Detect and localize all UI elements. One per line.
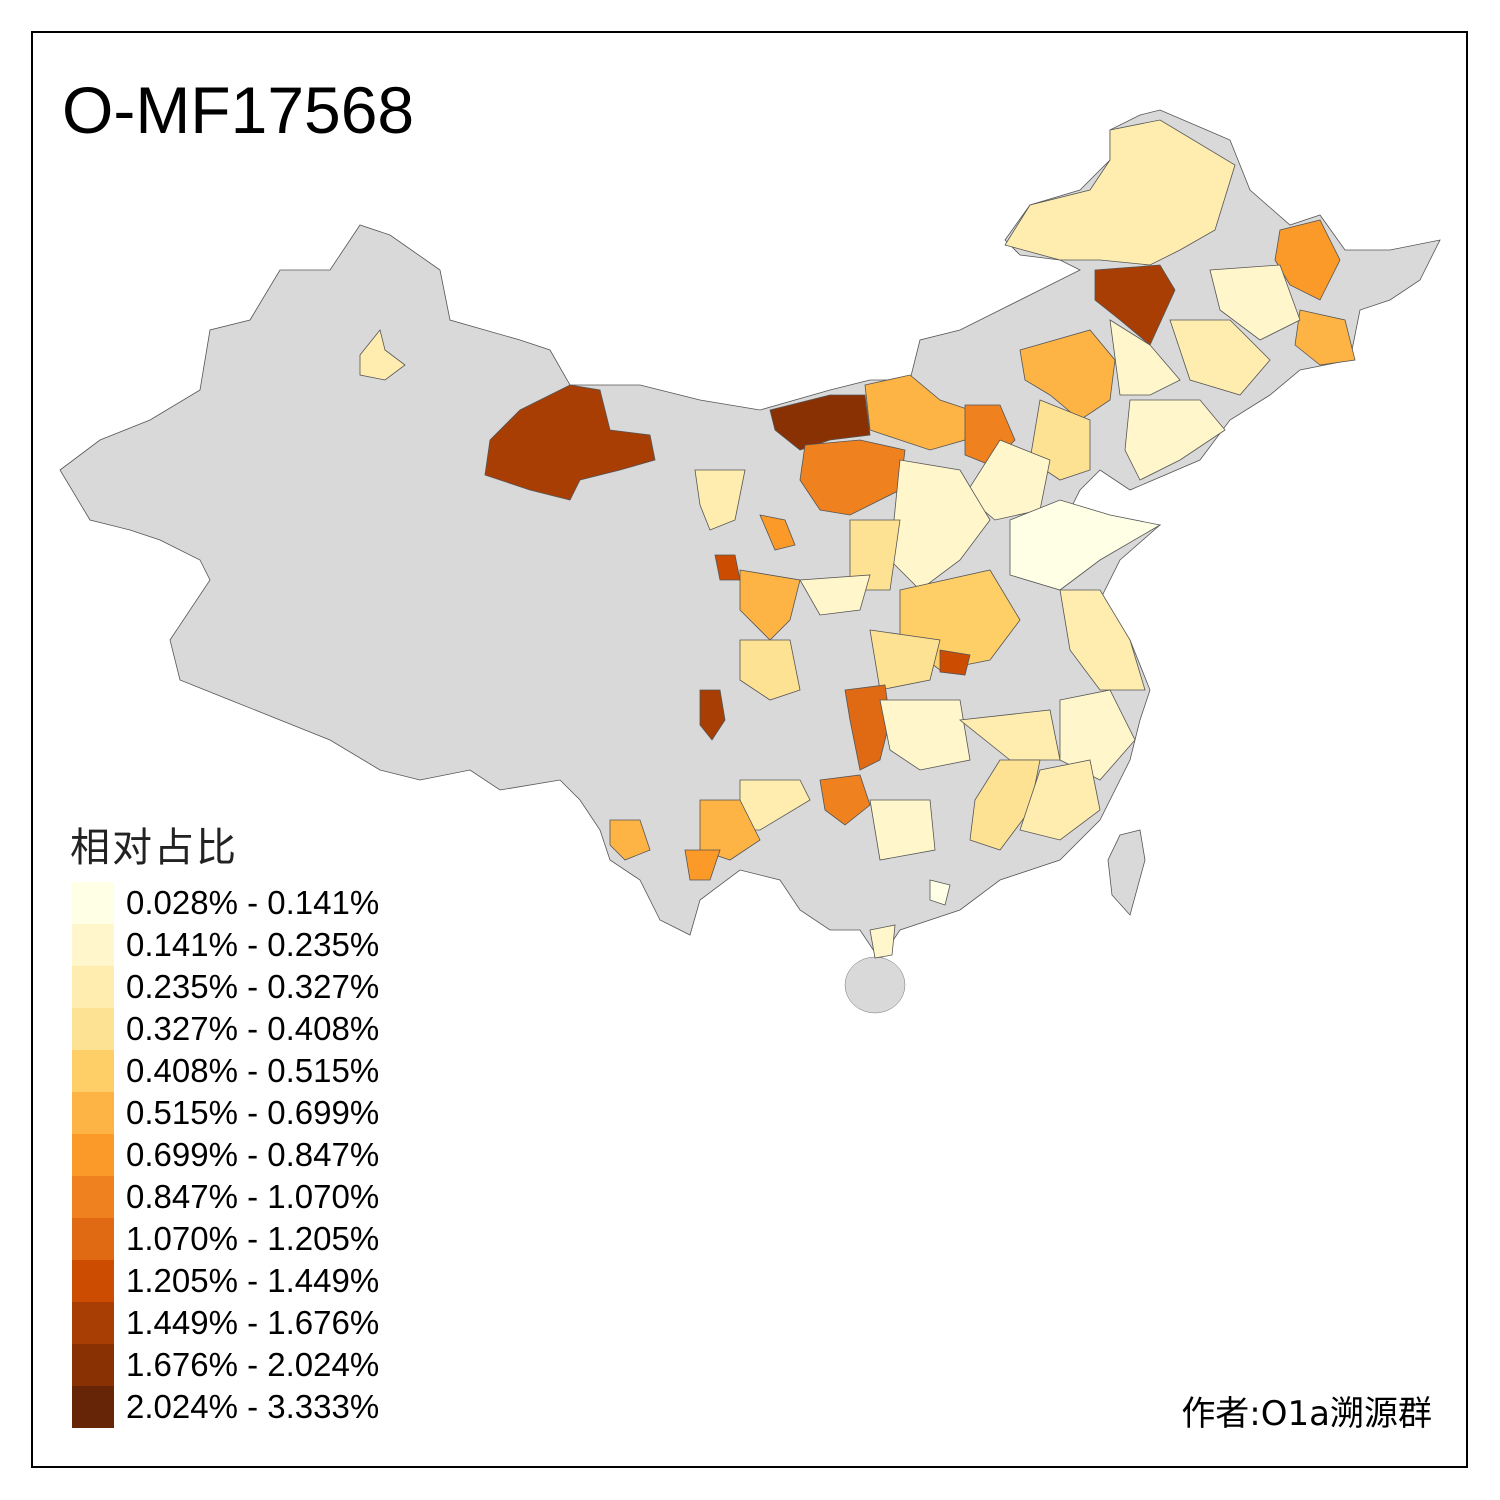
legend-item: 0.847% - 1.070%	[72, 1176, 379, 1218]
legend-item: 0.327% - 0.408%	[72, 1008, 379, 1050]
prefecture-region	[964, 439, 1051, 521]
prefecture-region	[1109, 319, 1181, 396]
prefecture-region	[484, 384, 656, 501]
legend-item: 0.235% - 0.327%	[72, 966, 379, 1008]
prefecture-region	[1004, 119, 1236, 266]
legend-label: 1.676% - 2.024%	[126, 1346, 380, 1383]
legend-swatch	[72, 1386, 114, 1428]
prefecture-region	[799, 574, 871, 616]
legend-swatch	[72, 1218, 114, 1260]
prefecture-region	[1019, 759, 1101, 841]
legend-swatch	[72, 1344, 114, 1386]
prefecture-region	[929, 879, 951, 906]
prefecture-region	[849, 519, 901, 591]
legend-item: 0.515% - 0.699%	[72, 1092, 379, 1134]
prefecture-region	[359, 329, 406, 381]
legend-swatch	[72, 1176, 114, 1218]
legend-label: 0.235% - 0.327%	[126, 968, 380, 1005]
prefecture-region	[844, 684, 891, 771]
legend-label: 2.024% - 3.333%	[126, 1388, 380, 1425]
legend-item: 1.205% - 1.449%	[72, 1260, 379, 1302]
hainan-island	[844, 956, 906, 1014]
legend-label: 0.028% - 0.141%	[126, 884, 380, 921]
legend-label: 0.327% - 0.408%	[126, 1010, 380, 1047]
author-credit: 作者:O1a溯源群	[1181, 1394, 1432, 1434]
legend-label: 0.408% - 0.515%	[126, 1052, 380, 1089]
legend-item: 1.070% - 1.205%	[72, 1218, 379, 1260]
prefecture-region	[739, 569, 801, 641]
prefecture-region	[769, 394, 871, 451]
legend-item: 1.449% - 1.676%	[72, 1302, 379, 1344]
legend-item: 0.699% - 0.847%	[72, 1134, 379, 1176]
legend: 0.028% - 0.141% 0.141% - 0.235% 0.235% - 0…	[72, 882, 379, 1428]
legend-swatch	[72, 1134, 114, 1176]
prefecture-region	[1169, 319, 1271, 396]
legend-swatch	[72, 1302, 114, 1344]
legend-label: 1.070% - 1.205%	[126, 1220, 380, 1257]
legend-label: 0.699% - 0.847%	[126, 1136, 380, 1173]
legend-swatch	[72, 1050, 114, 1092]
prefecture-region	[869, 924, 896, 959]
map-title: O-MF17568	[62, 73, 415, 147]
prefecture-region	[1124, 399, 1226, 481]
prefecture-region	[1019, 329, 1116, 421]
prefecture-region	[969, 759, 1041, 851]
prefecture-region	[739, 639, 801, 701]
prefecture-region	[699, 689, 726, 741]
legend-item: 1.676% - 2.024%	[72, 1344, 379, 1386]
prefecture-region	[1059, 589, 1146, 691]
prefecture-region	[699, 799, 761, 861]
legend-item: 0.028% - 0.141%	[72, 882, 379, 924]
prefecture-region	[1209, 264, 1301, 341]
prefecture-region	[609, 819, 651, 861]
legend-label: 0.515% - 0.699%	[126, 1094, 380, 1131]
legend-swatch	[72, 1008, 114, 1050]
map-frame	[31, 31, 1468, 1468]
legend-swatch	[72, 882, 114, 924]
legend-swatch	[72, 966, 114, 1008]
prefecture-region	[759, 514, 796, 551]
prefecture-region	[879, 699, 971, 771]
prefecture-region	[684, 849, 721, 881]
prefecture-region	[939, 649, 971, 676]
prefecture-region	[1059, 689, 1136, 781]
prefecture-region	[799, 439, 906, 516]
legend-swatch	[72, 1260, 114, 1302]
legend-label: 0.847% - 1.070%	[126, 1178, 380, 1215]
legend-title: 相对占比	[70, 825, 238, 871]
prefecture-region	[819, 774, 871, 826]
prefecture-region	[1294, 309, 1356, 366]
taiwan-island	[1107, 829, 1146, 916]
prefecture-region	[869, 799, 936, 861]
legend-swatch	[72, 924, 114, 966]
legend-item: 2.024% - 3.333%	[72, 1386, 379, 1428]
prefecture-region	[694, 469, 746, 531]
legend-swatch	[72, 1092, 114, 1134]
prefecture-region	[714, 554, 741, 581]
prefecture-region	[1009, 499, 1162, 591]
prefecture-region	[869, 629, 941, 691]
legend-label: 1.449% - 1.676%	[126, 1304, 380, 1341]
legend-item: 0.408% - 0.515%	[72, 1050, 379, 1092]
legend-label: 0.141% - 0.235%	[126, 926, 380, 963]
prefecture-region	[1274, 219, 1341, 301]
legend-label: 1.205% - 1.449%	[126, 1262, 380, 1299]
legend-item: 0.141% - 0.235%	[72, 924, 379, 966]
